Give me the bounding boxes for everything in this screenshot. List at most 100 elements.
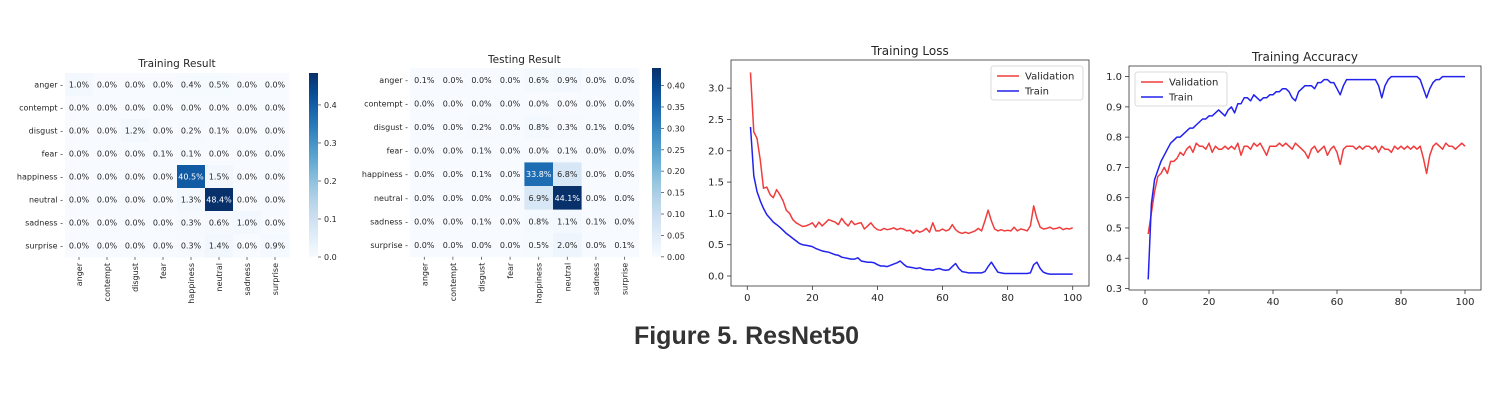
col-tick-label: fear	[159, 262, 168, 279]
heatmap-cell	[121, 96, 150, 120]
x-tick-label: 100	[1455, 297, 1474, 308]
cell-label: 0.1%	[153, 150, 174, 159]
cell-label: 0.1%	[471, 147, 492, 156]
heatmap-cell	[410, 138, 440, 163]
heatmap-cell	[553, 233, 583, 258]
heatmap-cell	[610, 115, 640, 140]
cell-label: 0.0%	[237, 127, 258, 136]
col-tick-label: anger	[420, 262, 429, 286]
heatmap-cell	[581, 138, 611, 163]
col-tick-label: disgust	[131, 263, 140, 292]
cell-label: 0.1%	[471, 170, 492, 179]
col-tick-label: contempt	[449, 263, 458, 301]
heatmap-cell	[438, 91, 468, 116]
heatmap-cell	[438, 233, 468, 258]
cell-label: 0.0%	[443, 241, 464, 250]
cell-label: 0.0%	[614, 99, 635, 108]
heatmap-cell	[495, 138, 525, 163]
row-tick-label: surprise -	[25, 242, 63, 251]
cell-label: 0.0%	[181, 104, 202, 113]
cell-label: 0.0%	[69, 150, 90, 159]
row-tick-label: disgust -	[374, 123, 408, 132]
cell-label: 0.0%	[97, 196, 118, 205]
heatmap-cell	[495, 186, 525, 211]
chart-title: Training Loss	[870, 44, 948, 58]
cell-label: 0.0%	[614, 170, 635, 179]
heatmap-cell	[65, 73, 94, 97]
heatmap-cell	[261, 188, 290, 212]
heatmap-cell	[553, 162, 583, 187]
heatmap-cell	[65, 142, 94, 166]
heatmap-cell	[410, 68, 440, 93]
cell-label: 0.0%	[471, 241, 492, 250]
heatmap-cell	[467, 68, 497, 93]
y-tick-label: 0.3	[1106, 284, 1122, 295]
y-tick-label: 0.8	[1106, 133, 1122, 144]
cell-label: 0.0%	[125, 173, 146, 182]
cell-label: 0.6%	[209, 219, 230, 228]
cell-label: 0.0%	[529, 99, 550, 108]
heatmap-cell	[524, 186, 554, 211]
heatmap-cell	[410, 233, 440, 258]
legend: Validation Train	[1134, 71, 1228, 107]
heatmap-cell	[233, 73, 262, 97]
row-tick-label: sadness -	[25, 219, 63, 228]
heatmap-cell	[177, 165, 206, 189]
heatmap-cell	[205, 234, 234, 258]
cell-label: 1.3%	[181, 196, 202, 205]
cell-label: 0.0%	[265, 127, 286, 136]
row-tick-label: fear -	[42, 150, 63, 159]
cell-label: 0.0%	[97, 81, 118, 90]
heatmap-cell	[467, 115, 497, 140]
heatmap-cell	[495, 68, 525, 93]
colorbar	[309, 73, 318, 257]
heatmap-cell	[205, 165, 234, 189]
heatmap-cell	[524, 233, 554, 258]
cell-label: 0.3%	[557, 123, 578, 132]
cell-label: 0.0%	[69, 104, 90, 113]
heatmap-cell	[65, 119, 94, 143]
cell-label: 0.0%	[97, 150, 118, 159]
cell-label: 0.0%	[69, 242, 90, 251]
heatmap-cell	[261, 73, 290, 97]
cell-label: 0.0%	[97, 104, 118, 113]
cell-label: 1.2%	[125, 127, 146, 136]
cell-label: 6.9%	[529, 194, 550, 203]
cell-label: 0.1%	[557, 147, 578, 156]
row-tick-label: surprise -	[370, 241, 408, 250]
heatmap-cell	[610, 186, 640, 211]
cell-label: 0.0%	[97, 219, 118, 228]
heatmap-cell	[121, 165, 150, 189]
cell-label: 0.0%	[237, 104, 258, 113]
heatmap-cell	[410, 91, 440, 116]
heatmap-cell	[553, 68, 583, 93]
heatmap-cell	[495, 162, 525, 187]
heatmap-cell	[65, 234, 94, 258]
cell-label: 0.0%	[500, 123, 521, 132]
heatmap-cell	[410, 186, 440, 211]
colorbar-tick-label: 0.2	[324, 177, 337, 186]
cell-label: 0.0%	[443, 99, 464, 108]
heatmap-cell	[233, 119, 262, 143]
cell-label: 0.0%	[586, 170, 607, 179]
cell-label: 44.1%	[555, 194, 581, 203]
legend-label: Train	[1024, 87, 1049, 98]
x-tick-label: 40	[1267, 297, 1280, 308]
heatmap-cell	[467, 233, 497, 258]
heatmap-cell	[233, 142, 262, 166]
cell-label: 0.0%	[614, 194, 635, 203]
col-tick-label: sadness	[592, 263, 601, 295]
heatmap-cell	[149, 234, 178, 258]
heatmap-cell	[121, 119, 150, 143]
heatmap-cell	[261, 119, 290, 143]
col-tick-label: disgust	[478, 263, 487, 292]
heatmap-cell	[581, 186, 611, 211]
cell-label: 0.0%	[500, 76, 521, 85]
heatmap-cell	[65, 188, 94, 212]
cell-label: 0.0%	[586, 99, 607, 108]
cell-label: 0.0%	[586, 241, 607, 250]
cell-label: 0.0%	[125, 104, 146, 113]
heatmap-cell	[205, 211, 234, 235]
cell-label: 0.0%	[586, 76, 607, 85]
